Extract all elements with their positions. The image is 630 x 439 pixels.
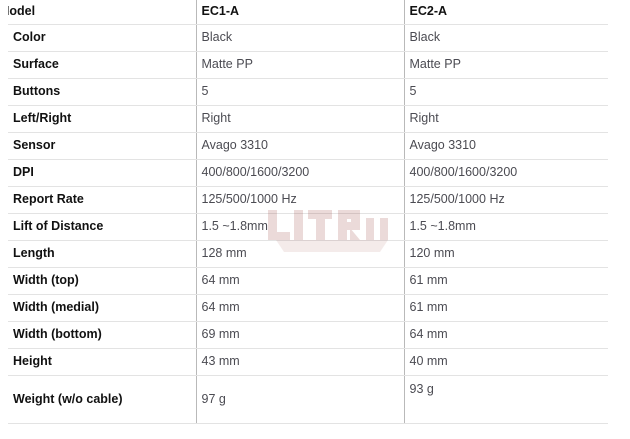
table-row: Width (top) 64 mm 61 mm <box>8 267 608 295</box>
header-cell-model: Model <box>8 0 197 25</box>
row-label: Lift of Distance <box>8 213 197 241</box>
row-value-ec2: 40 mm <box>404 348 608 376</box>
row-value-ec2: 1.5 ~1.8mm <box>404 213 608 241</box>
row-value-ec1: Avago 3310 <box>196 132 405 160</box>
row-value-ec2: 61 mm <box>404 267 608 295</box>
row-label: Buttons <box>8 78 197 106</box>
row-value-ec1: 43 mm <box>196 348 405 376</box>
row-label: Height <box>8 348 197 376</box>
row-label: Left/Right <box>8 105 197 133</box>
row-value-ec1: 1.5 ~1.8mm <box>196 213 405 241</box>
row-value-ec1: 400/800/1600/3200 <box>196 159 405 187</box>
row-label: Width (top) <box>8 267 197 295</box>
row-value-ec2: 5 <box>404 78 608 106</box>
table-row: DPI 400/800/1600/3200 400/800/1600/3200 <box>8 159 608 187</box>
row-value-ec2: 61 mm <box>404 294 608 322</box>
row-value-ec1: 97 g <box>196 375 405 424</box>
row-value-ec1: 64 mm <box>196 267 405 295</box>
table-row: Width (medial) 64 mm 61 mm <box>8 294 608 322</box>
table-row: Report Rate 125/500/1000 Hz 125/500/1000… <box>8 186 608 214</box>
row-value-ec2: 120 mm <box>404 240 608 268</box>
row-value-ec2: Avago 3310 <box>404 132 608 160</box>
header-cell-ec1a: EC1-A <box>196 0 405 25</box>
table-row: Surface Matte PP Matte PP <box>8 51 608 79</box>
row-label: Color <box>8 24 197 52</box>
row-value-ec1: Black <box>196 24 405 52</box>
row-value-ec2: 64 mm <box>404 321 608 349</box>
table-row: Sensor Avago 3310 Avago 3310 <box>8 132 608 160</box>
spec-table-body: Model EC1-A EC2-A Color Black Black Surf… <box>8 0 608 424</box>
row-value-ec1: 64 mm <box>196 294 405 322</box>
row-label: Width (medial) <box>8 294 197 322</box>
table-row: Left/Right Right Right <box>8 105 608 133</box>
row-label: DPI <box>8 159 197 187</box>
spec-table-container: Model EC1-A EC2-A Color Black Black Surf… <box>8 0 608 432</box>
table-row: Length 128 mm 120 mm <box>8 240 608 268</box>
header-cell-ec2a: EC2-A <box>404 0 608 25</box>
table-row: Weight (w/o cable) 97 g 93 g <box>8 375 608 424</box>
row-value-ec2: 93 g <box>404 375 608 424</box>
row-value-ec1: 125/500/1000 Hz <box>196 186 405 214</box>
table-header-row: Model EC1-A EC2-A <box>8 0 608 25</box>
table-row: Width (bottom) 69 mm 64 mm <box>8 321 608 349</box>
row-value-ec1: 128 mm <box>196 240 405 268</box>
row-value-ec2: 400/800/1600/3200 <box>404 159 608 187</box>
row-label: Weight (w/o cable) <box>8 375 197 424</box>
mouse-spec-comparison-table: Model EC1-A EC2-A Color Black Black Surf… <box>8 0 608 424</box>
table-row: Lift of Distance 1.5 ~1.8mm 1.5 ~1.8mm <box>8 213 608 241</box>
table-row: Height 43 mm 40 mm <box>8 348 608 376</box>
row-value-ec1: 69 mm <box>196 321 405 349</box>
row-label: Width (bottom) <box>8 321 197 349</box>
row-value-ec2: Matte PP <box>404 51 608 79</box>
row-value-ec2: 125/500/1000 Hz <box>404 186 608 214</box>
row-value-ec1: Right <box>196 105 405 133</box>
row-label: Surface <box>8 51 197 79</box>
row-value-ec2: Black <box>404 24 608 52</box>
row-label: Sensor <box>8 132 197 160</box>
table-row: Color Black Black <box>8 24 608 52</box>
row-value-ec1: 5 <box>196 78 405 106</box>
table-row: Buttons 5 5 <box>8 78 608 106</box>
row-label: Report Rate <box>8 186 197 214</box>
row-value-ec2: Right <box>404 105 608 133</box>
row-value-ec1: Matte PP <box>196 51 405 79</box>
row-label: Length <box>8 240 197 268</box>
